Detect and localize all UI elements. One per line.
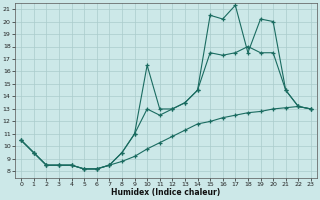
X-axis label: Humidex (Indice chaleur): Humidex (Indice chaleur) [111,188,221,197]
